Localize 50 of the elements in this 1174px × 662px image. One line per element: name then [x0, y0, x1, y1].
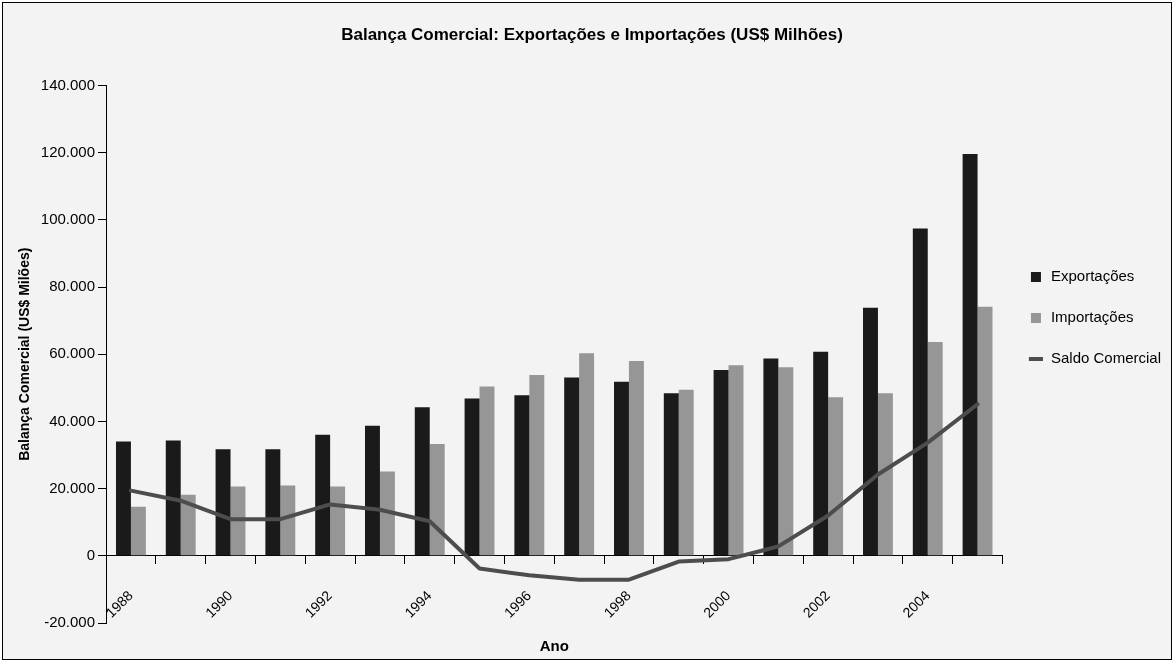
bar [927, 342, 943, 556]
bar [778, 367, 794, 556]
bar [429, 443, 445, 556]
bar [315, 434, 331, 556]
bar [763, 358, 779, 556]
bar [529, 375, 545, 556]
bar [678, 389, 694, 556]
bar [364, 425, 380, 556]
bar [130, 506, 146, 556]
bar [962, 153, 978, 556]
bar [663, 393, 679, 556]
bar [464, 398, 480, 556]
chart-title: Balança Comercial: Exportações e Importações (US$ Milhões) [341, 24, 843, 44]
bar [728, 365, 744, 556]
bar [977, 306, 993, 556]
bar [414, 407, 430, 556]
bar [280, 485, 296, 556]
y-tick-label: 120.000 [40, 142, 96, 160]
bar [828, 397, 844, 556]
y-tick-label: 20.000 [49, 478, 96, 496]
bar [628, 360, 644, 556]
bar [330, 486, 346, 556]
y-tick-label: 80.000 [49, 277, 96, 295]
y-tick-label: 100.000 [40, 209, 96, 227]
bar [579, 353, 595, 556]
y-tick-label: 60.000 [49, 344, 96, 362]
bar [564, 377, 580, 556]
x-axis-title: Ano [539, 637, 569, 655]
bar [165, 440, 181, 556]
bar [479, 386, 495, 556]
legend-label: Saldo Comercial [1050, 349, 1161, 367]
bar [265, 449, 281, 556]
legend-label: Exportações [1050, 267, 1135, 285]
bar [713, 369, 729, 556]
bar [180, 494, 196, 556]
bar [514, 395, 530, 556]
bar [863, 307, 878, 556]
y-tick-label: 40.000 [49, 411, 96, 429]
y-tick-label: 140.000 [40, 75, 96, 93]
legend-label: Importações [1050, 308, 1134, 326]
bar [215, 449, 231, 556]
y-axis-title: Balança Comercial (US$ Milões) [16, 247, 33, 461]
y-tick-label: 0 [86, 545, 96, 563]
bar [115, 441, 131, 556]
bar [912, 228, 928, 556]
bar [813, 351, 829, 556]
bar [614, 381, 629, 556]
bar [877, 393, 893, 556]
y-tick-label: -20.000 [44, 613, 96, 631]
bar [379, 471, 395, 556]
